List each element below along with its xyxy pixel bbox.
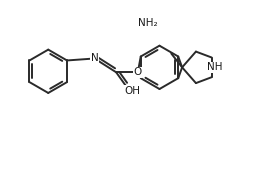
Text: NH₂: NH₂ [138, 18, 157, 28]
Text: OH: OH [124, 86, 140, 96]
Text: NH: NH [207, 62, 222, 72]
Text: O: O [134, 67, 142, 77]
Text: N: N [91, 54, 98, 64]
